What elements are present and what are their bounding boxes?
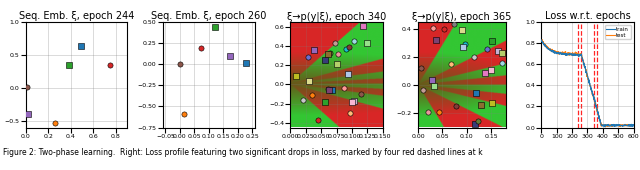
train [538,39,545,41]
Point [480,71,490,74]
Point [458,46,468,49]
test [627,124,635,126]
Title: ξ→p(y|ξ), epoch 340: ξ→p(y|ξ), epoch 340 [287,11,386,22]
Point [427,79,437,81]
Legend: train, test: train, test [605,25,631,39]
Point [303,56,313,59]
Point [105,63,115,66]
Point [476,104,486,106]
Point [23,113,33,115]
Point [449,22,459,25]
train [555,51,563,53]
Point [325,52,335,54]
Point [487,40,497,42]
Title: Seq. Emb. ξ, epoch 260: Seq. Emb. ξ, epoch 260 [151,11,266,21]
Point [342,73,353,76]
train [630,124,637,126]
Point [460,42,470,45]
Point [76,44,86,47]
test [630,124,637,126]
train [601,126,609,128]
train [568,53,576,55]
Point [320,59,330,62]
Point [307,94,317,96]
Title: Seq. Emb. ξ, epoch 244: Seq. Emb. ξ, epoch 244 [19,11,134,21]
Point [358,25,369,28]
Point [291,74,301,77]
Point [50,121,60,124]
Point [431,39,441,41]
test [555,52,563,54]
Point [344,46,355,48]
test [624,125,632,127]
Point [417,89,428,91]
Point [298,98,308,101]
Point [341,48,351,51]
Point [327,89,337,92]
Point [468,56,479,59]
Text: Figure 2: Two-phase learning.  Right: Loss profile featuring two significant dro: Figure 2: Two-phase learning. Right: Los… [3,148,483,157]
Point [211,26,221,29]
train [543,46,551,48]
Point [487,102,497,105]
test [568,54,575,56]
Point [348,40,358,42]
Point [330,42,340,45]
Point [486,68,497,71]
Point [493,50,503,52]
Point [349,99,359,102]
Point [333,53,343,56]
test [543,46,551,48]
Line: test: test [541,39,634,127]
Point [457,29,467,31]
Point [179,113,189,116]
Point [323,87,333,90]
Point [339,87,349,89]
Point [415,66,426,69]
Point [348,101,358,103]
Point [446,62,456,65]
Point [175,63,185,66]
Point [314,119,324,121]
Point [439,28,449,31]
Point [22,86,32,89]
Point [64,64,74,66]
Title: ξ→p(y|ξ), epoch 365: ξ→p(y|ξ), epoch 365 [412,11,511,22]
train [624,124,632,126]
Point [332,63,342,66]
Point [451,104,461,107]
Point [428,27,438,29]
train [538,39,545,41]
Point [309,49,319,52]
train [611,125,619,127]
train [627,125,635,127]
Point [423,110,433,113]
Point [471,91,481,94]
Title: Loss w.r.t. epochs: Loss w.r.t. epochs [545,11,630,21]
Point [470,122,480,125]
Point [473,119,483,122]
Point [304,80,314,83]
Point [434,110,444,113]
test [611,125,619,127]
Point [225,55,236,58]
Point [196,47,206,50]
Point [482,47,492,50]
Point [241,62,251,65]
test [538,38,545,40]
Point [497,52,507,54]
Point [429,84,439,87]
Point [324,89,334,92]
Point [362,41,372,44]
Point [497,61,507,64]
Point [323,52,333,55]
Point [344,112,355,114]
Point [356,93,366,96]
Line: train: train [541,40,634,127]
test [602,126,609,128]
Point [320,101,330,104]
